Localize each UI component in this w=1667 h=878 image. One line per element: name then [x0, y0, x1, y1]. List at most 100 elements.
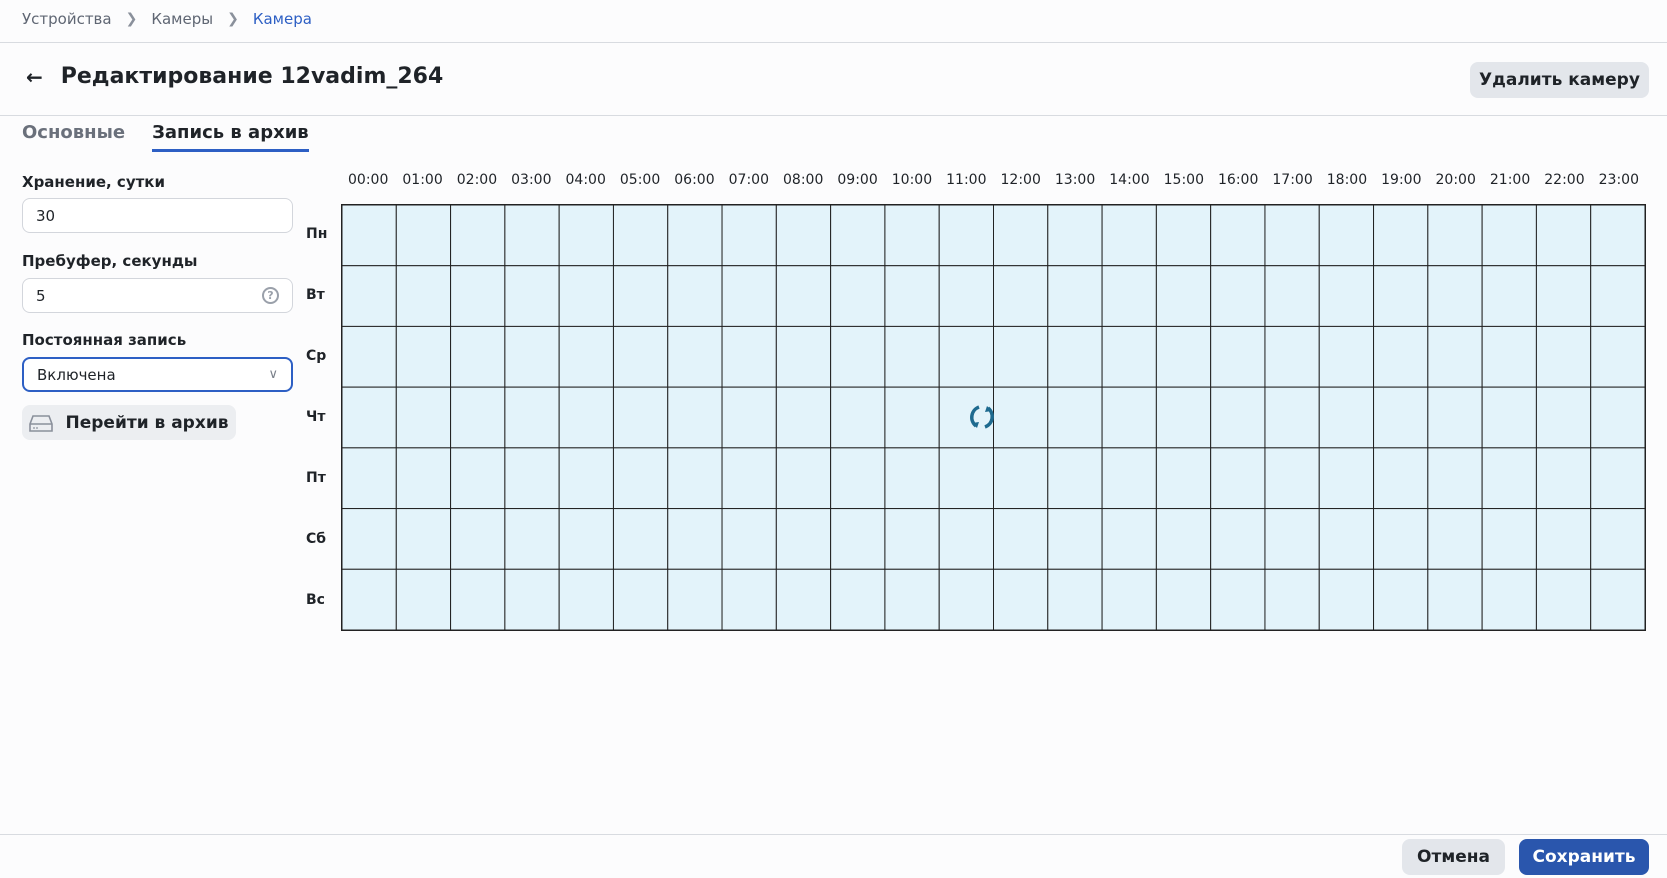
schedule-cell[interactable]: [1427, 386, 1483, 449]
schedule-cell[interactable]: [1210, 325, 1266, 388]
schedule-cell[interactable]: [1318, 508, 1375, 570]
schedule-cell[interactable]: [721, 265, 777, 327]
schedule-cell[interactable]: [1373, 325, 1429, 388]
tab-archive-recording[interactable]: Запись в архив: [152, 122, 309, 152]
schedule-cell[interactable]: [395, 325, 452, 388]
schedule-cell[interactable]: [884, 205, 940, 267]
schedule-cell[interactable]: [342, 205, 397, 267]
schedule-cell[interactable]: [938, 508, 994, 570]
schedule-cell[interactable]: [884, 508, 940, 570]
schedule-cell[interactable]: [775, 205, 832, 267]
schedule-cell[interactable]: [1373, 568, 1429, 630]
schedule-cell[interactable]: [775, 508, 832, 570]
schedule-cell[interactable]: [993, 265, 1049, 327]
schedule-cell[interactable]: [1210, 447, 1266, 510]
schedule-cell[interactable]: [667, 205, 723, 267]
schedule-cell[interactable]: [721, 386, 777, 449]
schedule-cell[interactable]: [1590, 386, 1645, 449]
schedule-cell[interactable]: [450, 447, 506, 510]
schedule-cell[interactable]: [1535, 447, 1592, 510]
schedule-cell[interactable]: [830, 205, 886, 267]
schedule-cell[interactable]: [1264, 325, 1320, 388]
schedule-cell[interactable]: [775, 386, 832, 449]
schedule-cell[interactable]: [830, 447, 886, 510]
schedule-cell[interactable]: [993, 325, 1049, 388]
schedule-cell[interactable]: [775, 265, 832, 327]
back-arrow-icon[interactable]: ←: [26, 64, 43, 89]
schedule-cell[interactable]: [993, 568, 1049, 630]
schedule-cell[interactable]: [612, 325, 669, 388]
schedule-cell[interactable]: [612, 205, 669, 267]
continuous-recording-select[interactable]: Включена ∨: [22, 357, 293, 392]
schedule-cell[interactable]: [1535, 265, 1592, 327]
schedule-cell[interactable]: [1155, 508, 1212, 570]
schedule-cell[interactable]: [1155, 265, 1212, 327]
schedule-cell[interactable]: [938, 568, 994, 630]
schedule-cell[interactable]: [1101, 325, 1157, 388]
schedule-cell[interactable]: [1101, 386, 1157, 449]
schedule-cell[interactable]: [938, 447, 994, 510]
schedule-cell[interactable]: [1373, 508, 1429, 570]
schedule-cell[interactable]: [721, 205, 777, 267]
schedule-cell[interactable]: [667, 447, 723, 510]
schedule-cell[interactable]: [612, 568, 669, 630]
schedule-cell[interactable]: [1373, 386, 1429, 449]
schedule-cell[interactable]: [1318, 205, 1375, 267]
schedule-cell[interactable]: [450, 568, 506, 630]
schedule-cell[interactable]: [1427, 205, 1483, 267]
schedule-cell[interactable]: [395, 265, 452, 327]
schedule-cell[interactable]: [1427, 568, 1483, 630]
schedule-cell[interactable]: [938, 205, 994, 267]
schedule-cell[interactable]: [1264, 508, 1320, 570]
schedule-cell[interactable]: [395, 447, 452, 510]
schedule-cell[interactable]: [1535, 205, 1592, 267]
schedule-cell[interactable]: [1590, 205, 1645, 267]
schedule-cell[interactable]: [1427, 265, 1483, 327]
go-to-archive-button[interactable]: Перейти в архив: [22, 405, 236, 440]
schedule-cell[interactable]: [1264, 205, 1320, 267]
schedule-cell[interactable]: [993, 447, 1049, 510]
schedule-cell[interactable]: [938, 325, 994, 388]
breadcrumb-devices[interactable]: Устройства: [22, 10, 112, 28]
schedule-cell[interactable]: [450, 205, 506, 267]
schedule-cell[interactable]: [993, 508, 1049, 570]
schedule-cell[interactable]: [1101, 568, 1157, 630]
schedule-cell[interactable]: [504, 386, 560, 449]
schedule-cell[interactable]: [1481, 205, 1537, 267]
schedule-grid[interactable]: [341, 204, 1646, 631]
schedule-cell[interactable]: [667, 508, 723, 570]
schedule-cell[interactable]: [1047, 568, 1103, 630]
schedule-cell[interactable]: [342, 568, 397, 630]
schedule-cell[interactable]: [1264, 447, 1320, 510]
schedule-cell[interactable]: [830, 265, 886, 327]
schedule-cell[interactable]: [504, 568, 560, 630]
schedule-cell[interactable]: [884, 325, 940, 388]
schedule-cell[interactable]: [667, 265, 723, 327]
schedule-cell[interactable]: [1047, 447, 1103, 510]
schedule-cell[interactable]: [1318, 447, 1375, 510]
schedule-cell[interactable]: [1590, 265, 1645, 327]
schedule-cell[interactable]: [1155, 325, 1212, 388]
schedule-cell[interactable]: [504, 508, 560, 570]
schedule-cell[interactable]: [1318, 265, 1375, 327]
schedule-cell[interactable]: [938, 265, 994, 327]
schedule-cell[interactable]: [1373, 447, 1429, 510]
tab-basic[interactable]: Основные: [22, 122, 126, 143]
schedule-cell[interactable]: [1155, 447, 1212, 510]
schedule-cell[interactable]: [450, 386, 506, 449]
schedule-cell[interactable]: [993, 386, 1049, 449]
schedule-cell[interactable]: [342, 325, 397, 388]
prebuffer-input[interactable]: 5?: [22, 278, 293, 313]
schedule-cell[interactable]: [1047, 508, 1103, 570]
schedule-cell[interactable]: [558, 386, 614, 449]
cancel-button[interactable]: Отмена: [1402, 839, 1505, 875]
schedule-cell[interactable]: [1264, 265, 1320, 327]
schedule-cell[interactable]: [1047, 265, 1103, 327]
schedule-cell[interactable]: [558, 265, 614, 327]
schedule-cell[interactable]: [1590, 568, 1645, 630]
schedule-cell[interactable]: [1481, 508, 1537, 570]
schedule-cell[interactable]: [1047, 386, 1103, 449]
schedule-cell[interactable]: [1373, 205, 1429, 267]
schedule-cell[interactable]: [450, 325, 506, 388]
schedule-cell[interactable]: [667, 325, 723, 388]
